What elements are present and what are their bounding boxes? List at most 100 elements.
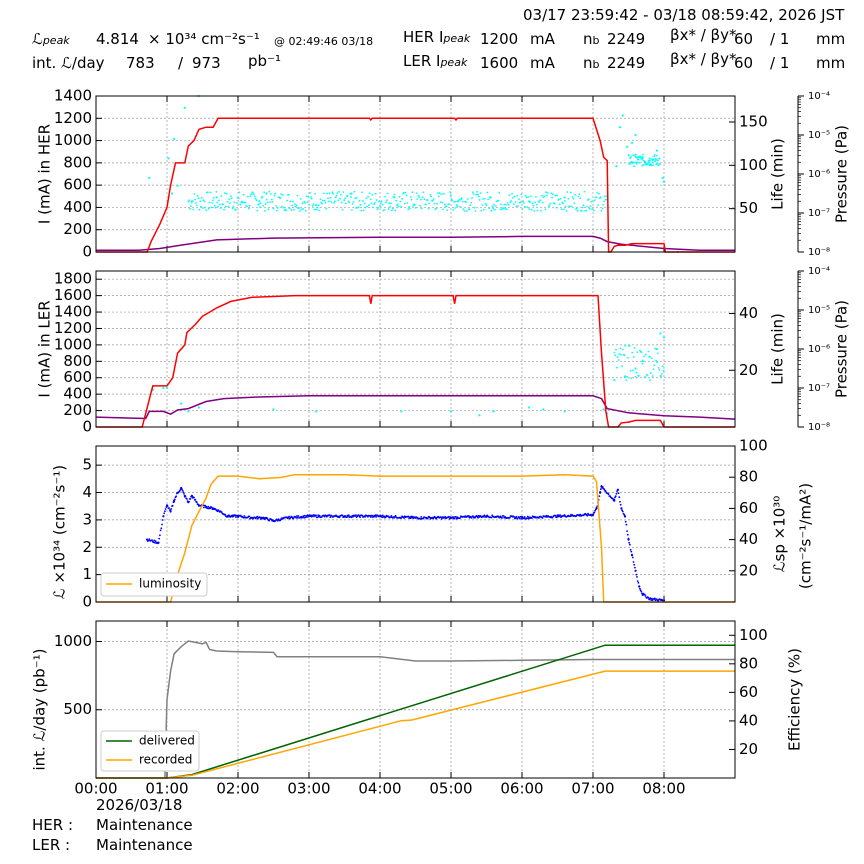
lpeak-label-symbol: ℒ [32, 30, 43, 48]
pressure-point [473, 206, 476, 209]
pressure-point [499, 208, 501, 211]
pressure-point [202, 199, 205, 202]
pressure-point [412, 204, 415, 207]
pressure-point [579, 197, 582, 200]
specific-lumi-point [600, 485, 603, 488]
specific-lumi-point [239, 514, 242, 517]
pressure-point [600, 209, 603, 212]
pressure-point [520, 193, 523, 196]
y2-tick-label: 100 [739, 626, 768, 644]
pressure-point [339, 194, 342, 196]
pressure-point [644, 376, 646, 378]
pressure-point [419, 204, 421, 207]
y2-tick-label: 50 [739, 199, 758, 217]
specific-lumi-point [242, 516, 245, 519]
pressure-point [312, 203, 315, 205]
specific-lumi-point [248, 515, 251, 518]
pressure-point [483, 197, 486, 200]
y2-axis-label-units: (cm⁻²s⁻¹/mA²) [797, 483, 815, 589]
y-axis-label: I (mA) in LER [36, 300, 54, 397]
specific-lumi-point [303, 514, 306, 517]
specific-lumi-point [407, 515, 410, 518]
specific-lumi-point [643, 593, 646, 596]
pressure-point [636, 161, 638, 164]
pressure-point [640, 351, 643, 353]
her-beta-y: / 1 [770, 30, 790, 48]
pressure-point [449, 194, 452, 197]
pressure-point [356, 197, 358, 199]
pressure-point [389, 205, 392, 208]
pressure-point [633, 347, 636, 349]
pressure-point [207, 207, 210, 210]
specific-lumi-point [384, 516, 387, 519]
pressure-point [403, 202, 406, 205]
pressure-point [650, 372, 652, 374]
specific-lumi-point [619, 500, 621, 503]
pressure-point [275, 205, 277, 207]
pressure-point [602, 203, 605, 206]
pressure-point [359, 204, 362, 206]
specific-lumi-point [303, 516, 305, 519]
specific-lumi-point [635, 573, 638, 576]
pressure-point [224, 192, 226, 194]
x-tick-label: 02:00 [216, 780, 259, 798]
specific-lumi-point [648, 597, 651, 601]
specific-lumi-point [414, 516, 417, 519]
pressure-point [475, 193, 478, 196]
y-tick-label: 5 [82, 456, 92, 474]
y-tick-label: 3 [82, 510, 92, 528]
pressure-point [569, 191, 572, 194]
pressure-point [511, 192, 513, 195]
specific-lumi-point [501, 517, 503, 519]
pressure-point [357, 206, 360, 209]
pressure-point [543, 195, 546, 198]
pressure-point [341, 208, 344, 211]
pressure-point [556, 194, 559, 197]
specific-lumi-point [243, 515, 246, 517]
pressure-point [536, 209, 539, 212]
specific-lumi-point [364, 515, 366, 518]
pressure-point [495, 205, 497, 207]
pressure-point [585, 209, 588, 212]
pressure-point [195, 204, 198, 207]
ler-beta-unit: mm [816, 54, 846, 72]
pressure-point [648, 157, 651, 160]
pressure-point [259, 202, 262, 205]
pressure-point [487, 198, 490, 201]
pressure-point [259, 206, 261, 208]
pressure-point [272, 408, 275, 411]
pressure-point [230, 195, 232, 198]
pressure-point [544, 208, 547, 211]
pressure-point [562, 202, 565, 205]
specific-lumi-point [631, 556, 634, 559]
specific-lumi-point [261, 516, 264, 519]
legend-label-luminosity: luminosity [139, 577, 201, 591]
specific-lumi-point [633, 563, 636, 566]
pressure-point [370, 202, 373, 205]
pressure-point [616, 356, 619, 358]
specific-lumi-point [296, 515, 298, 517]
pressure-point [415, 192, 418, 195]
pressure-point [310, 197, 313, 200]
pressure-point [286, 199, 288, 202]
pressure-point [375, 199, 378, 201]
pressure-point [322, 199, 324, 202]
pressure-point [628, 163, 631, 166]
pressure-point [626, 145, 629, 148]
y-axis-label: ℒ ×10³⁴ (cm⁻²s⁻¹) [51, 465, 69, 599]
pressure-point [333, 202, 335, 204]
pressure-point [403, 191, 405, 194]
pressure-point [492, 410, 495, 413]
specific-lumi-point [350, 516, 353, 519]
pressure-point [343, 199, 346, 202]
pressure-point [270, 198, 273, 201]
pressure-point [662, 336, 666, 339]
legend-box [100, 572, 208, 597]
pressure-point [632, 154, 635, 157]
specific-lumi-point [621, 510, 624, 513]
specific-lumi-point [502, 515, 505, 517]
specific-lumi-point [614, 495, 617, 498]
pressure-point [219, 207, 222, 210]
pressure-point [523, 205, 526, 208]
pressure-point [282, 194, 284, 196]
